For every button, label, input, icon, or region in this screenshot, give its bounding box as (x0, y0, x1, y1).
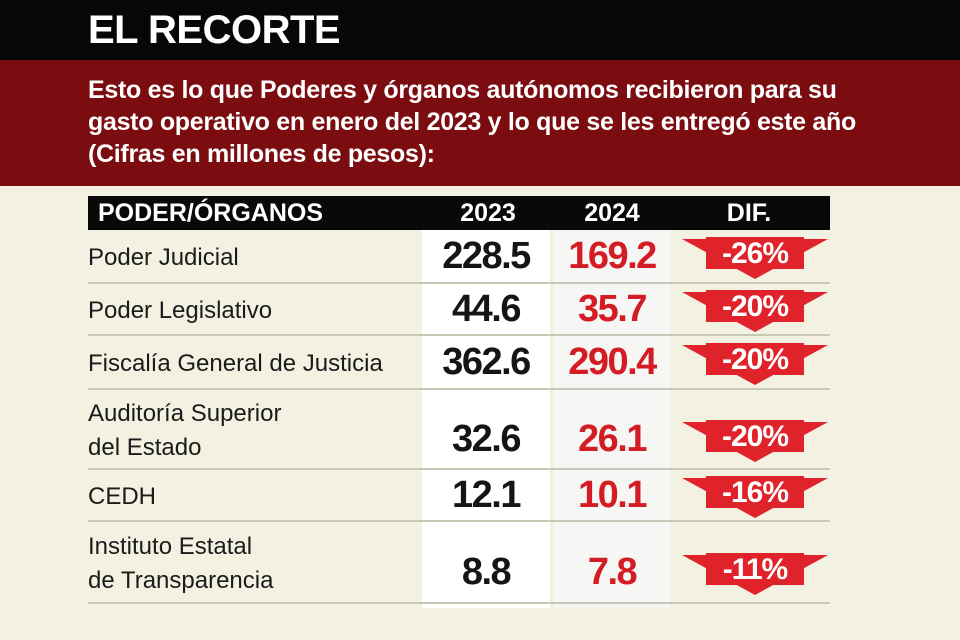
table-row: Fiscalía General de Justicia 362.6 290.4 -2… (88, 336, 830, 390)
page-title: EL RECORTE (88, 8, 341, 52)
down-arrow-icon (682, 553, 828, 595)
diff-arrow: -16% (682, 476, 828, 518)
table-header: PODER/ÓRGANOS 2023 2024 DIF. (88, 196, 830, 230)
value-2024: 26.1 (578, 418, 647, 460)
row-organ-name: Instituto Estatal de Transparencia (88, 530, 273, 598)
value-2024: 290.4 (568, 341, 657, 383)
row-organ-name: Poder Judicial (88, 241, 239, 275)
diff-arrow: -11% (682, 553, 828, 595)
row-organ-name-line: Poder Judicial (88, 244, 239, 271)
column-header-diff: DIF. (726, 199, 772, 227)
down-arrow-icon (682, 420, 828, 462)
value-2023: 32.6 (452, 418, 521, 460)
diff-arrow: -20% (682, 420, 828, 462)
row-organ-name: CEDH (88, 480, 156, 514)
value-2023: 12.1 (452, 474, 521, 516)
diff-arrow: -26% (682, 237, 828, 279)
down-arrow-icon (682, 343, 828, 385)
row-organ-name-line: Instituto Estatal (88, 533, 253, 560)
table-row: CEDH 12.1 10.1 -16% (88, 470, 830, 522)
table-row: Poder Legislativo 44.6 35.7 -20% (88, 284, 830, 336)
value-2023: 8.8 (461, 551, 512, 593)
subtitle-bar (0, 60, 960, 186)
title-bar (0, 0, 960, 60)
diff-label: -20% (721, 343, 789, 376)
row-organ-name-line: de Transparencia (88, 567, 274, 594)
row-organ-name: Fiscalía General de Justicia (88, 347, 383, 381)
value-2023: 44.6 (452, 288, 521, 330)
value-2024: 7.8 (587, 551, 638, 593)
row-organ-name-line: CEDH (88, 483, 157, 510)
row-organ-name-line: Auditoría Superior (88, 400, 282, 427)
table-row: Auditoría Superior del Estado 32.6 26.1 -20% (88, 390, 830, 470)
column-background-2023 (422, 230, 550, 608)
column-header-2023: 2023 (460, 199, 516, 227)
diff-label: -20% (721, 420, 789, 453)
diff-label: -26% (721, 237, 789, 270)
column-header-2024: 2024 (584, 199, 640, 227)
value-2024: 10.1 (578, 474, 647, 516)
down-arrow-icon (682, 476, 828, 518)
diff-label: -16% (721, 476, 789, 509)
table-header-wrap: PODER/ÓRGANOS 2023 2024 DIF. (88, 196, 830, 230)
down-arrow-icon (682, 237, 828, 279)
diff-label: -20% (721, 290, 789, 323)
table-row: Instituto Estatal de Transparencia 8.8 7.8 -… (88, 522, 830, 604)
diff-label: -11% (722, 553, 788, 586)
value-2023: 362.6 (442, 341, 531, 383)
value-2024: 35.7 (578, 288, 647, 330)
value-2023: 228.5 (442, 235, 531, 277)
down-arrow-icon (682, 290, 828, 332)
row-organ-name: Poder Legislativo (88, 294, 272, 328)
column-background-2024 (554, 230, 670, 608)
row-organ-name-line: del Estado (88, 434, 202, 461)
table-body: Poder Judicial 228.5 169.2 -26% Poder Legisl… (88, 230, 830, 604)
diff-arrow: -20% (682, 343, 828, 385)
page-subtitle: Esto es lo que Poderes y órganos autónom… (88, 76, 856, 168)
row-organ-name-line: Poder Legislativo (88, 297, 273, 324)
table-row: Poder Judicial 228.5 169.2 -26% (88, 230, 830, 284)
column-header-organ: PODER/ÓRGANOS (98, 199, 324, 227)
row-organ-name-line: Fiscalía General de Justicia (88, 350, 383, 377)
diff-arrow: -20% (682, 290, 828, 332)
row-organ-name: Auditoría Superior del Estado (88, 397, 281, 465)
value-2024: 169.2 (568, 235, 657, 277)
